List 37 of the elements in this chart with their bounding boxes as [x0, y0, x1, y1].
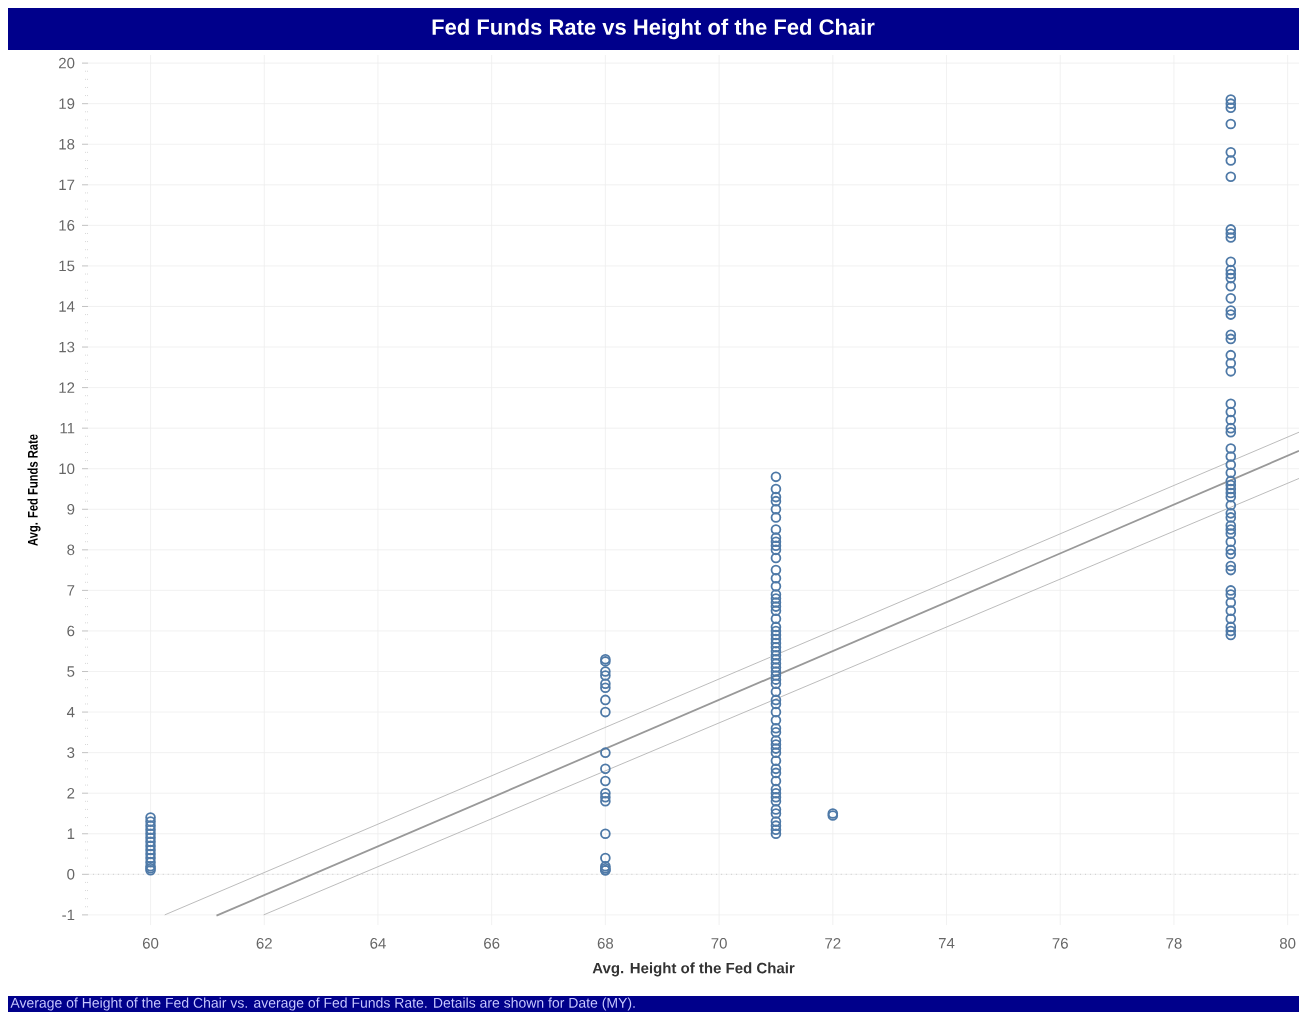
y-tick-label: 9 [67, 503, 75, 515]
y-tick-label: 18 [59, 138, 75, 150]
x-tick-label: 80 [1279, 938, 1296, 949]
x-tick-label: 60 [142, 938, 159, 949]
x-tick-label: 72 [825, 938, 841, 949]
y-tick-label: 8 [67, 544, 75, 556]
x-tick-label: 68 [597, 938, 614, 949]
y-tick-label: 1 [67, 828, 75, 839]
y-tick-label: 3 [67, 747, 75, 758]
y-tick-label: 0 [67, 869, 75, 880]
text: Average of Height of the Fed Chair vs. average of Fed Funds Rate. Details are shown for Date (MY). [10, 997, 635, 1011]
y-tick-label: 20 [59, 57, 75, 69]
y-tick-label: 11 [60, 423, 75, 434]
x-tick-label: 64 [370, 938, 386, 949]
y-tick-label: 19 [59, 98, 75, 109]
x-tick-label: 70 [711, 938, 727, 949]
x-tick-label: 78 [1166, 938, 1182, 949]
y-tick-label: 2 [67, 787, 75, 799]
y-tick-label: -1 [62, 909, 75, 921]
y-tick-label: 14 [59, 301, 75, 312]
y-tick-label: 13 [59, 341, 75, 353]
y-tick-label: 15 [59, 260, 75, 272]
chart-title: Fed Funds Rate vs Height of the Fed Chair [432, 18, 875, 40]
x-tick-label: 76 [1052, 938, 1068, 949]
y-axis-title: Avg. Fed Funds Rate [27, 434, 41, 546]
x-tick-label: 62 [256, 938, 272, 949]
y-tick-label: 6 [67, 625, 75, 637]
y-tick-label: 16 [59, 220, 75, 231]
y-tick-label: 10 [59, 463, 75, 475]
x-axis-title: Avg. Height of the Fed Chair [592, 962, 795, 977]
y-tick-label: 7 [67, 585, 75, 596]
x-tick-label: 66 [484, 938, 500, 949]
y-tick-label: 12 [59, 382, 75, 393]
x-tick-label: 74 [938, 938, 955, 949]
y-tick-label: 5 [67, 666, 75, 677]
y-tick-label: 17 [59, 179, 75, 190]
y-tick-label: 4 [66, 706, 75, 718]
